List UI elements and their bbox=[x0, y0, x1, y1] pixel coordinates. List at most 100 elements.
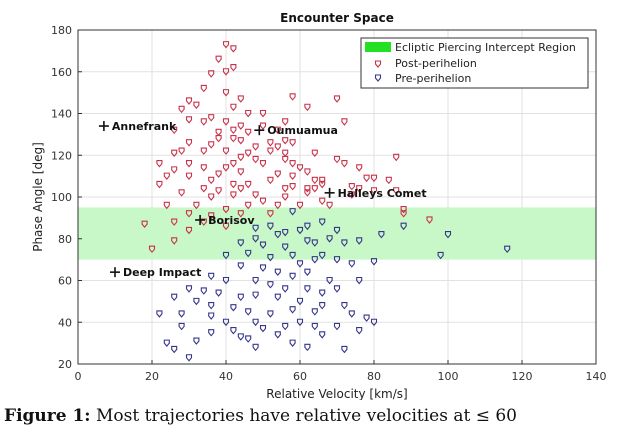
post-perihelion-point bbox=[208, 141, 215, 149]
post-perihelion-point bbox=[185, 172, 193, 180]
pre-perihelion-point bbox=[208, 312, 215, 320]
post-perihelion-point bbox=[274, 126, 281, 135]
pre-perihelion-point bbox=[282, 243, 289, 251]
pre-perihelion-point bbox=[319, 302, 326, 310]
pre-perihelion-point bbox=[171, 345, 178, 354]
post-perihelion-point bbox=[193, 201, 200, 210]
post-perihelion-point bbox=[171, 126, 178, 135]
pre-perihelion-point bbox=[237, 262, 244, 270]
pre-perihelion-point bbox=[267, 310, 274, 318]
pre-perihelion-point bbox=[333, 285, 341, 293]
post-perihelion-point bbox=[141, 220, 148, 228]
pre-perihelion-point bbox=[348, 310, 355, 318]
pre-perihelion-point bbox=[341, 239, 348, 247]
x-tick-label: 120 bbox=[512, 370, 533, 383]
pre-perihelion-point bbox=[370, 258, 378, 266]
pre-perihelion-point bbox=[326, 276, 333, 285]
post-perihelion-point bbox=[245, 109, 252, 118]
post-perihelion-point bbox=[282, 185, 289, 193]
pre-perihelion-point bbox=[296, 318, 304, 327]
pre-perihelion-point bbox=[304, 343, 311, 352]
post-perihelion-point bbox=[171, 149, 178, 158]
x-tick-label: 40 bbox=[219, 370, 233, 383]
pre-perihelion-point bbox=[237, 293, 244, 302]
pre-perihelion-point bbox=[333, 322, 341, 331]
pre-perihelion-point bbox=[267, 253, 274, 262]
post-perihelion-point bbox=[193, 101, 200, 110]
y-tick-label: 20 bbox=[58, 358, 72, 371]
legend-post-marker bbox=[374, 60, 382, 68]
post-perihelion-point bbox=[222, 164, 230, 172]
post-perihelion-point bbox=[259, 197, 267, 206]
x-axis-title: Relative Velocity [km/s] bbox=[266, 387, 407, 400]
post-perihelion-point bbox=[222, 41, 230, 49]
post-perihelion-point bbox=[200, 218, 207, 226]
pre-perihelion-point bbox=[259, 241, 267, 249]
post-perihelion-point bbox=[222, 222, 230, 231]
pre-perihelion-point bbox=[400, 222, 407, 231]
post-perihelion-point bbox=[222, 205, 230, 214]
post-perihelion-point bbox=[245, 128, 252, 137]
post-perihelion-point bbox=[319, 180, 326, 189]
post-perihelion-point bbox=[319, 176, 326, 185]
post-perihelion-point bbox=[356, 185, 363, 193]
post-perihelion-point bbox=[304, 185, 311, 193]
post-perihelion-point bbox=[230, 64, 237, 72]
annotation-label: Annefrank bbox=[112, 120, 177, 133]
pre-perihelion-point bbox=[504, 245, 511, 254]
post-perihelion-point bbox=[222, 89, 230, 97]
pre-perihelion-point bbox=[230, 304, 237, 312]
post-perihelion-point bbox=[426, 216, 433, 224]
pre-perihelion-point bbox=[171, 293, 178, 302]
pre-perihelion-point bbox=[296, 297, 304, 306]
figure-caption: Figure 1: Most trajectories have relativ… bbox=[4, 406, 640, 426]
post-perihelion-point bbox=[267, 176, 274, 185]
pre-perihelion-point bbox=[356, 327, 363, 335]
post-perihelion-point bbox=[185, 160, 193, 168]
pre-perihelion-point bbox=[289, 339, 296, 347]
y-tick-label: 60 bbox=[58, 275, 72, 288]
post-perihelion-point bbox=[282, 137, 289, 145]
y-tick-label: 180 bbox=[51, 24, 72, 37]
pre-perihelion-point bbox=[304, 222, 311, 231]
pre-perihelion-point bbox=[252, 343, 259, 352]
legend-pre-label: Pre-perihelion bbox=[395, 72, 471, 85]
post-perihelion-point bbox=[267, 139, 274, 147]
pre-perihelion-point bbox=[274, 293, 281, 302]
pre-perihelion-point bbox=[185, 285, 193, 293]
legend: Ecliptic Piercing Intercept Region Post-… bbox=[360, 37, 589, 89]
pre-perihelion-point bbox=[444, 231, 452, 239]
y-tick-label: 120 bbox=[51, 149, 72, 162]
post-perihelion-point bbox=[356, 164, 363, 172]
post-perihelion-point bbox=[348, 191, 355, 199]
annotation-label: Deep Impact bbox=[123, 266, 201, 279]
post-perihelion-point bbox=[296, 164, 304, 172]
pre-perihelion-point bbox=[163, 339, 170, 347]
pre-perihelion-point bbox=[245, 308, 252, 316]
pre-perihelion-point bbox=[326, 235, 333, 243]
pre-perihelion-point bbox=[289, 272, 296, 281]
pre-perihelion-point bbox=[230, 327, 237, 335]
legend-pre-marker bbox=[374, 74, 382, 82]
pre-perihelion-point bbox=[252, 291, 259, 299]
post-perihelion-point bbox=[237, 137, 244, 145]
post-perihelion-point bbox=[252, 155, 259, 164]
legend-box bbox=[360, 37, 589, 89]
post-perihelion-point bbox=[185, 116, 193, 124]
post-perihelion-point bbox=[237, 168, 244, 176]
pre-perihelion-point bbox=[311, 308, 318, 316]
post-perihelion-point bbox=[289, 183, 296, 191]
pre-perihelion-point bbox=[178, 322, 185, 331]
post-perihelion-point bbox=[304, 189, 311, 197]
legend-post-marker-shape bbox=[374, 60, 382, 68]
pre-perihelion-point bbox=[333, 226, 341, 235]
post-perihelion-point bbox=[222, 147, 230, 155]
y-tick-label: 100 bbox=[51, 191, 72, 204]
post-perihelion-point bbox=[208, 70, 215, 78]
pre-perihelion-point bbox=[296, 226, 304, 235]
pre-perihelion-point bbox=[319, 289, 326, 297]
post-perihelion-point bbox=[282, 149, 289, 158]
pre-perihelion-point bbox=[341, 302, 348, 310]
post-perihelion-point bbox=[222, 118, 230, 126]
post-perihelion-point bbox=[215, 128, 222, 137]
